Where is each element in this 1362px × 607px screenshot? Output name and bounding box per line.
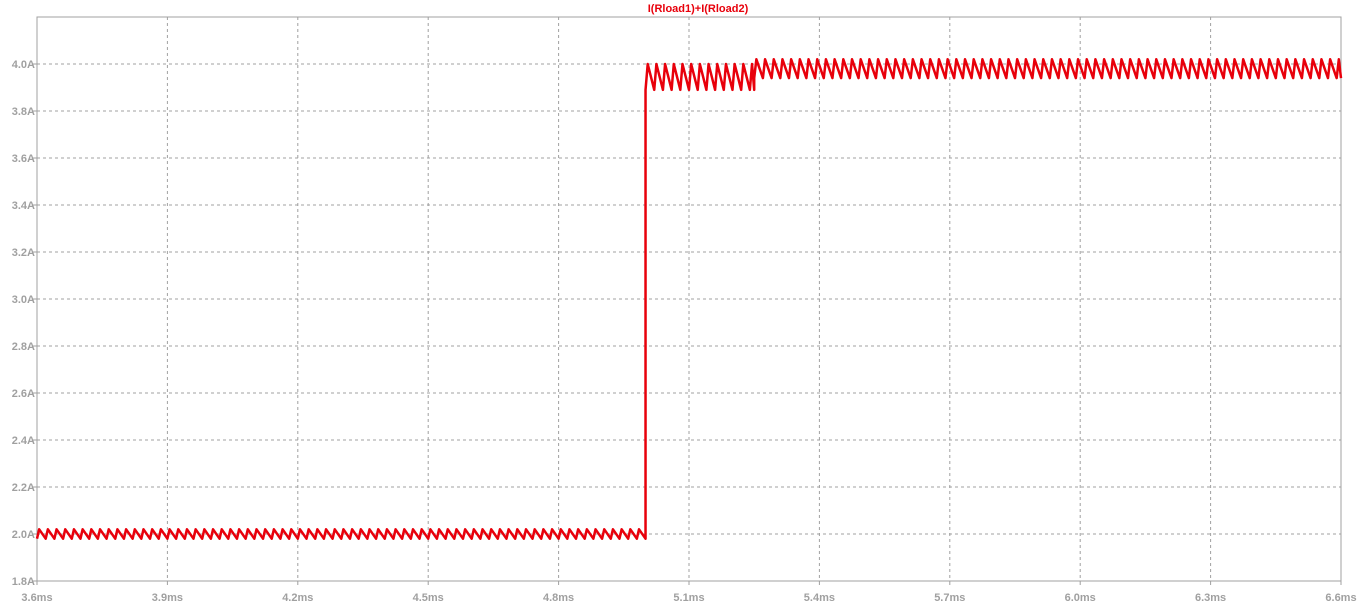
x-tick-label: 6.6ms	[1325, 592, 1356, 604]
y-tick-label: 2.2A	[12, 482, 35, 494]
series-line-current	[35, 58, 1343, 540]
y-tick-label: 3.4A	[12, 200, 35, 212]
grid	[37, 17, 1341, 581]
y-tick-label: 3.0A	[12, 294, 35, 306]
y-tick-label: 2.0A	[12, 529, 35, 541]
x-tick-label: 5.7ms	[934, 592, 965, 604]
chart-title: I(Rload1)+I(Rload2)	[648, 3, 749, 15]
y-tick-label: 2.6A	[12, 388, 35, 400]
y-tick-label: 1.8A	[12, 576, 35, 588]
x-tick-label: 3.9ms	[152, 592, 183, 604]
x-tick-label: 5.1ms	[673, 592, 704, 604]
x-tick-label: 4.8ms	[543, 592, 574, 604]
x-tick-label: 6.3ms	[1195, 592, 1226, 604]
y-axis: 1.8A 2.0A 2.2A 2.4A 2.6A 2.8A 3.0A 3.2A 3.4A 3.6A…	[12, 59, 37, 588]
x-tick-label: 6.0ms	[1065, 592, 1096, 604]
y-tick-label: 2.4A	[12, 435, 35, 447]
x-tick-label: 5.4ms	[804, 592, 835, 604]
x-tick-label: 4.2ms	[282, 592, 313, 604]
y-tick-label: 3.6A	[12, 153, 35, 165]
x-axis: 3.6ms 3.9ms 4.2ms 4.5ms 4.8ms 5.1ms 5.4ms 5.7ms…	[21, 581, 1357, 604]
y-tick-label: 3.2A	[12, 247, 35, 259]
x-tick-label: 4.5ms	[413, 592, 444, 604]
y-tick-label: 4.0A	[12, 59, 35, 71]
x-tick-label: 3.6ms	[21, 592, 52, 604]
y-tick-label: 2.8A	[12, 341, 35, 353]
y-tick-label: 3.8A	[12, 106, 35, 118]
